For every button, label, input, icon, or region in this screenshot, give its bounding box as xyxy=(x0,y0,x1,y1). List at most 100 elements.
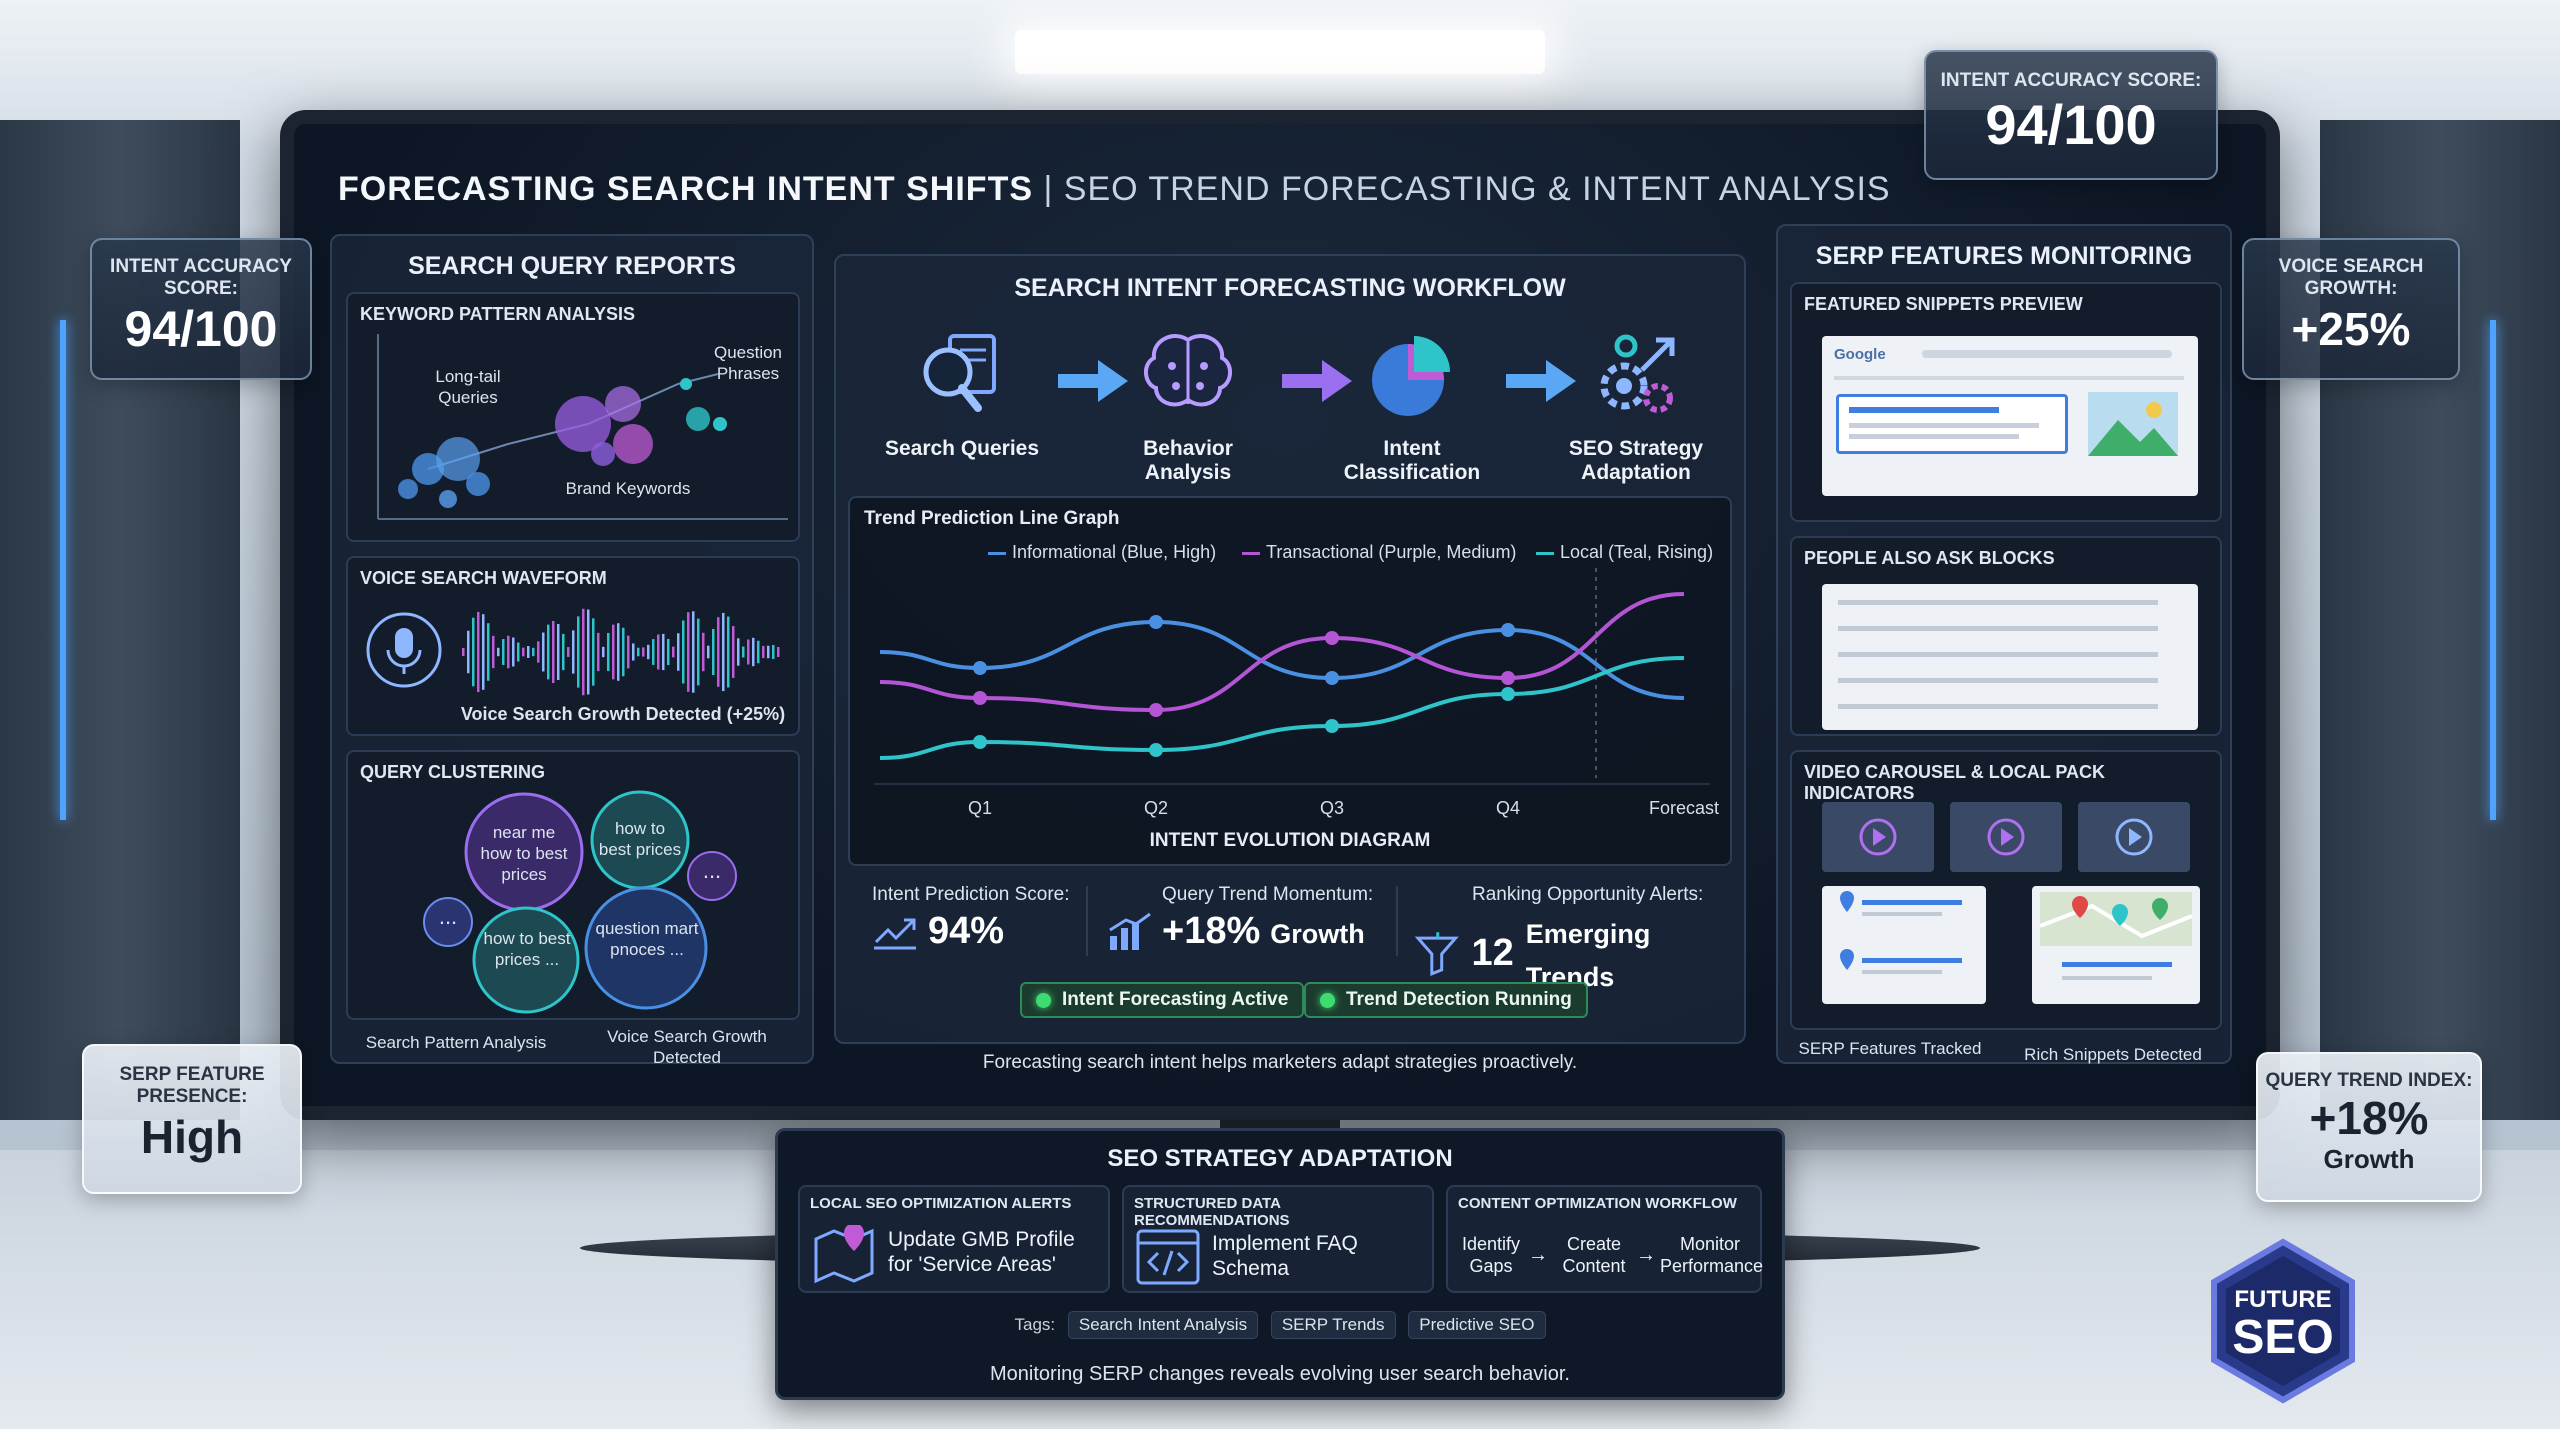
bar-growth-icon xyxy=(1109,912,1151,950)
forecasting-workflow-panel: Search Intent Forecasting Workflow Searc… xyxy=(834,254,1746,1044)
strategy-title: SEO Strategy Adaptation xyxy=(1107,1145,1453,1172)
monitor: Forecasting Search Intent Shifts | SEO T… xyxy=(280,110,2280,1120)
voice-waveform-card[interactable]: Voice Search Waveform Voice Search Growt… xyxy=(346,556,800,736)
wave-bar xyxy=(707,645,710,659)
trend-prediction-graph[interactable]: Trend Prediction Line Graph Informationa… xyxy=(848,496,1732,866)
paa-preview xyxy=(1822,584,2198,730)
data-point-3-3[interactable] xyxy=(1325,719,1339,733)
wave-bar xyxy=(702,632,705,672)
data-point-3-2[interactable] xyxy=(1149,743,1163,757)
map-pin-icon xyxy=(814,1225,874,1284)
series-line-3[interactable] xyxy=(879,656,1685,760)
wave-bar xyxy=(487,623,490,681)
wave-bar xyxy=(492,635,495,669)
wave-bar xyxy=(582,608,585,696)
wave-bar xyxy=(677,633,680,671)
structured-data-recs[interactable]: Structured Data Recommendations Implemen… xyxy=(1122,1185,1434,1293)
metric-divider xyxy=(1086,886,1088,956)
cluster-more-2[interactable]: ... xyxy=(702,858,722,883)
cluster-bubble-3[interactable]: how to best prices ... xyxy=(483,929,571,969)
video-thumb-2[interactable] xyxy=(1950,802,2062,872)
step-label-4: SEO Strategy Adaptation xyxy=(1568,437,1704,484)
arrow-right-icon xyxy=(1506,360,1576,402)
legend-local: Local (Teal, Rising) xyxy=(1536,542,1713,563)
graph-caption: Intent Evolution Diagram xyxy=(1149,830,1431,851)
logo-line-1: Future xyxy=(2234,1286,2332,1313)
wave-bar xyxy=(477,611,480,693)
arrow-right-icon: → xyxy=(1528,1244,1548,1266)
logo-line-2: SEO xyxy=(2232,1311,2334,1364)
arrow-right-icon xyxy=(1282,360,1352,402)
data-point-1-3[interactable] xyxy=(1325,671,1339,685)
wave-bar xyxy=(512,637,515,667)
tag-serp-trends[interactable]: SERP Trends xyxy=(1270,1311,1396,1339)
metric-trend-momentum: Query Trend Momentum: +18% Growth xyxy=(1106,884,1373,953)
label-question-phrases: Question Phrases xyxy=(713,343,783,383)
intent-line-chart[interactable] xyxy=(850,498,1730,798)
keyword-pattern-card[interactable]: Keyword Pattern Analysis Long-tail Queri… xyxy=(346,292,800,542)
badge-trend-detection[interactable]: Trend Detection Running xyxy=(1304,982,1588,1018)
structured-data-body: Implement FAQ Schema xyxy=(1212,1232,1358,1280)
data-point-2-1[interactable] xyxy=(973,691,987,705)
wave-bar xyxy=(732,626,735,678)
wave-bar xyxy=(552,621,555,683)
page-title: Forecasting Search Intent Shifts | SEO T… xyxy=(338,170,1891,209)
wave-bar xyxy=(682,620,685,684)
data-point-2-3[interactable] xyxy=(1325,631,1339,645)
tag-search-intent[interactable]: Search Intent Analysis xyxy=(1067,1311,1259,1339)
top-accuracy-label: Intent Accuracy Score: xyxy=(1940,70,2202,91)
title-subtitle: | SEO Trend Forecasting & Intent Analysi… xyxy=(1043,170,1891,208)
metric-suffix-2: Growth xyxy=(1270,919,1365,949)
video-thumb-1[interactable] xyxy=(1822,802,1934,872)
content-workflow[interactable]: Content Optimization Workflow Identify G… xyxy=(1446,1185,1763,1293)
wave-bar xyxy=(542,632,545,672)
step-seo-strategy[interactable]: SEO Strategy Adaptation xyxy=(1546,326,1726,485)
tag-predictive-seo[interactable]: Predictive SEO xyxy=(1408,1311,1546,1339)
metric-divider xyxy=(1396,886,1398,956)
wave-bar xyxy=(647,644,650,660)
series-line-2[interactable] xyxy=(879,592,1685,713)
video-thumb-3[interactable] xyxy=(2078,802,2190,872)
data-point-3-4[interactable] xyxy=(1501,687,1515,701)
step-intent-classification[interactable]: Intent Classification xyxy=(1322,326,1502,485)
metric-ranking-alerts: Ranking Opportunity Alerts: 12 Emerging T… xyxy=(1414,884,1744,996)
step-search-queries[interactable]: Search Queries xyxy=(872,326,1052,461)
structured-data-head: Structured Data Recommendations xyxy=(1134,1195,1290,1229)
step-behavior-analysis[interactable]: Behavior Analysis xyxy=(1098,326,1278,485)
local-seo-alerts[interactable]: Local SEO Optimization Alerts Update GMB… xyxy=(798,1185,1110,1293)
voice-growth-label: Voice Search Growth: xyxy=(2278,256,2424,299)
tags-label: Tags: xyxy=(1014,1315,1056,1334)
local-list-card xyxy=(1822,886,1986,1004)
wave-bar xyxy=(622,627,625,677)
video-local-pack-card[interactable]: Video Carousel & Local Pack Indicators xyxy=(1790,750,2222,1030)
wave-bar xyxy=(642,647,645,657)
badge-forecasting-active[interactable]: Intent Forecasting Active xyxy=(1020,982,1305,1018)
snippet-preview: Google xyxy=(1822,336,2198,496)
people-also-ask-card[interactable]: People Also Ask Blocks xyxy=(1790,536,2222,736)
trend-up-icon xyxy=(874,918,916,949)
wave-bar xyxy=(607,632,610,672)
data-point-3-1[interactable] xyxy=(973,735,987,749)
cluster-bubble-4[interactable]: question mart pnoces ... xyxy=(595,919,699,959)
cluster-bubble-2[interactable]: how to best prices xyxy=(598,819,682,859)
query-clustering-card[interactable]: Query Clustering near me how to best pri… xyxy=(346,750,800,1020)
wave-bar xyxy=(762,645,765,659)
wave-bar xyxy=(547,624,550,680)
data-point-2-4[interactable] xyxy=(1501,671,1515,685)
legend-transactional-label: Transactional (Purple, Medium) xyxy=(1266,542,1517,562)
featured-snippets-card[interactable]: Featured Snippets Preview Google xyxy=(1790,282,2222,522)
data-point-1-2[interactable] xyxy=(1149,615,1163,629)
cluster-more-1[interactable]: ... xyxy=(438,904,458,929)
data-point-1-4[interactable] xyxy=(1501,623,1515,637)
serp-presence-value: High xyxy=(140,1111,244,1163)
query-trend-label: Query Trend Index: xyxy=(2265,1070,2473,1091)
cluster-bubble-1[interactable]: near me how to best prices xyxy=(480,823,568,884)
right-footer-1: SERP Features Tracked xyxy=(1798,1039,1982,1058)
data-point-2-2[interactable] xyxy=(1149,703,1163,717)
content-workflow-head: Content Optimization Workflow xyxy=(1458,1195,1737,1212)
legend-local-label: Local (Teal, Rising) xyxy=(1560,542,1714,562)
tick-q4: Q4 xyxy=(1495,798,1520,818)
data-point-1-1[interactable] xyxy=(973,661,987,675)
wave-bar xyxy=(637,647,640,657)
tick-q2: Q2 xyxy=(1143,798,1168,818)
